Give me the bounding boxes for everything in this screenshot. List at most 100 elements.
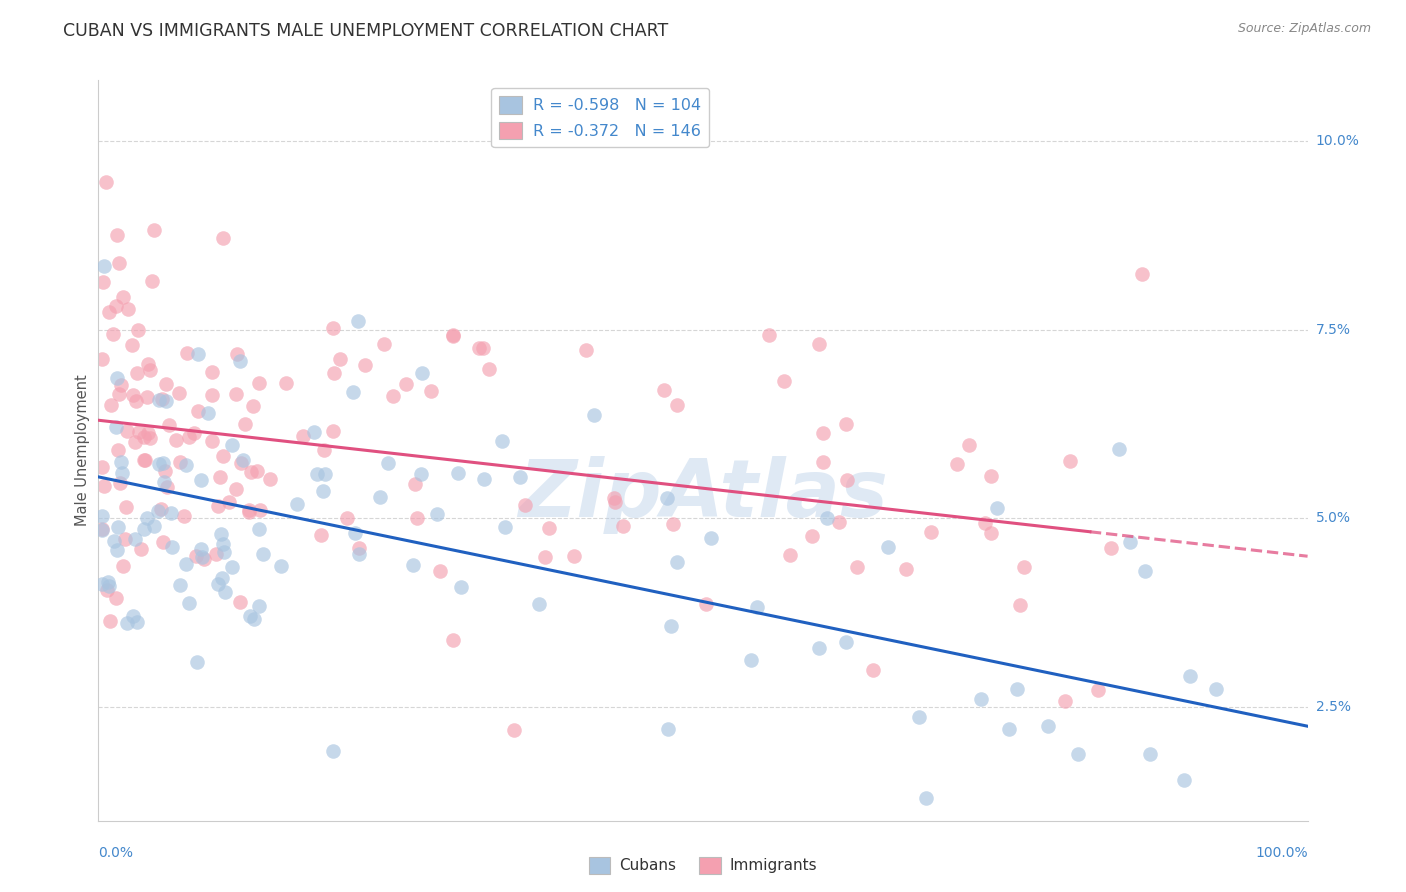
Point [105, 542, 128, 557]
Point [1173, 773, 1195, 788]
Point [155, 377, 177, 392]
Point [214, 585, 236, 599]
Text: 100.0%: 100.0% [1256, 846, 1308, 860]
Point [167, 386, 190, 401]
Point [513, 498, 536, 512]
Point [91, 524, 114, 538]
Point [105, 370, 128, 384]
Point [946, 457, 969, 471]
Point [373, 336, 395, 351]
Point [187, 404, 209, 418]
Point [908, 710, 931, 724]
Legend: Cubans, Immigrants: Cubans, Immigrants [582, 851, 824, 880]
Point [302, 425, 325, 440]
Point [221, 438, 243, 452]
Point [121, 337, 143, 351]
Point [152, 392, 174, 406]
Point [165, 433, 187, 447]
Point [835, 635, 858, 649]
Point [336, 511, 359, 525]
Point [270, 559, 292, 574]
Point [193, 552, 215, 566]
Point [243, 612, 266, 626]
Point [322, 424, 344, 438]
Point [129, 542, 152, 557]
Point [700, 532, 723, 546]
Text: 0.0%: 0.0% [98, 846, 134, 860]
Point [211, 571, 233, 585]
Point [807, 641, 830, 656]
Point [249, 503, 271, 517]
Point [124, 532, 146, 546]
Point [110, 378, 132, 392]
Point [93, 259, 115, 273]
Point [537, 520, 560, 534]
Point [529, 597, 551, 611]
Point [108, 387, 131, 401]
Point [322, 320, 344, 334]
Point [411, 367, 433, 381]
Point [801, 529, 824, 543]
Point [104, 591, 127, 606]
Point [342, 384, 364, 399]
Point [98, 304, 121, 318]
Point [309, 528, 332, 542]
Point [877, 540, 900, 554]
Point [980, 526, 1002, 541]
Point [411, 467, 433, 482]
Point [103, 534, 125, 549]
Point [112, 290, 135, 304]
Point [146, 504, 169, 518]
Point [156, 480, 179, 494]
Point [1008, 599, 1031, 613]
Point [160, 540, 183, 554]
Point [239, 465, 262, 479]
Point [468, 341, 491, 355]
Text: Source: ZipAtlas.com: Source: ZipAtlas.com [1237, 22, 1371, 36]
Point [107, 520, 129, 534]
Point [973, 516, 995, 531]
Point [1036, 719, 1059, 733]
Point [225, 482, 247, 496]
Point [211, 449, 233, 463]
Point [93, 275, 115, 289]
Point [173, 508, 195, 523]
Point [312, 443, 335, 458]
Point [347, 547, 370, 561]
Point [322, 744, 344, 758]
Point [201, 434, 224, 448]
Point [127, 323, 149, 337]
Point [238, 503, 260, 517]
Point [811, 455, 834, 469]
Text: CUBAN VS IMMIGRANTS MALE UNEMPLOYMENT CORRELATION CHART: CUBAN VS IMMIGRANTS MALE UNEMPLOYMENT CO… [63, 22, 668, 40]
Point [1130, 267, 1153, 281]
Point [183, 426, 205, 441]
Point [176, 345, 198, 359]
Point [1178, 669, 1201, 683]
Point [274, 376, 297, 390]
Point [347, 541, 370, 555]
Point [100, 398, 122, 412]
Point [314, 467, 336, 481]
Text: 5.0%: 5.0% [1316, 511, 1351, 525]
Point [354, 358, 377, 372]
Point [121, 609, 143, 624]
Point [426, 508, 449, 522]
Point [292, 429, 315, 443]
Point [344, 525, 367, 540]
Point [149, 502, 172, 516]
Point [108, 476, 131, 491]
Point [127, 366, 149, 380]
Point [229, 595, 252, 609]
Point [612, 519, 634, 533]
Point [205, 547, 228, 561]
Point [136, 425, 159, 440]
Point [136, 390, 159, 404]
Point [91, 351, 114, 366]
Point [148, 393, 170, 408]
Point [247, 376, 270, 390]
Point [1059, 454, 1081, 468]
Point [915, 791, 938, 805]
Point [214, 545, 236, 559]
Point [155, 393, 177, 408]
